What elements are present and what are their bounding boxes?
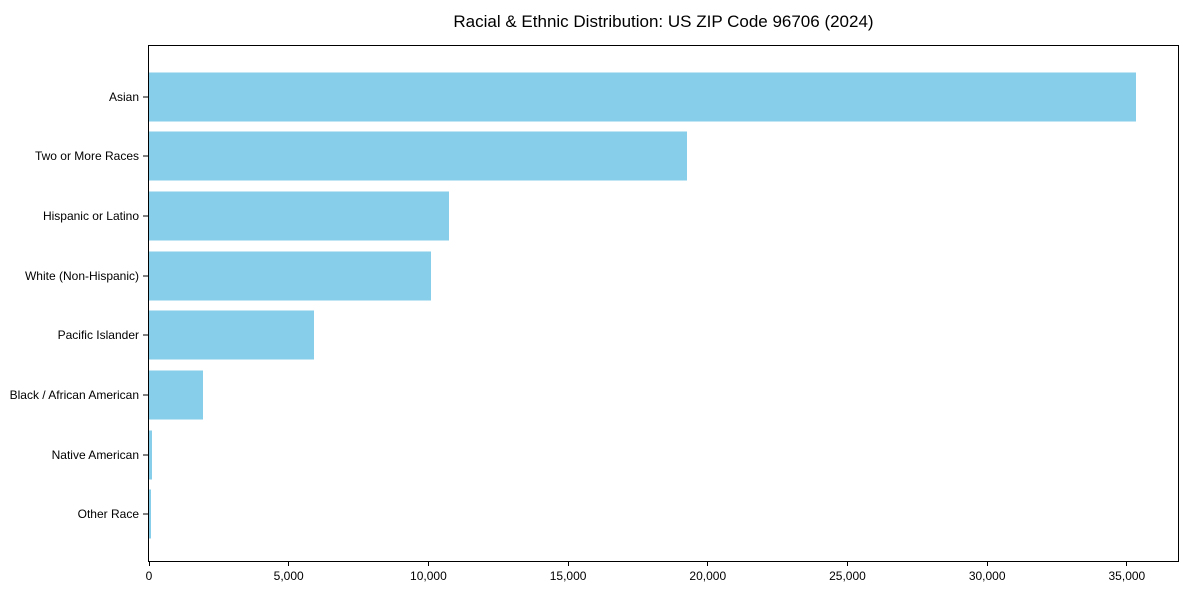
bar: [149, 310, 315, 360]
bar: [149, 251, 431, 301]
y-tick-mark: [143, 334, 148, 336]
x-tick-label: 15,000: [549, 569, 587, 583]
x-tick-mark: [567, 562, 569, 566]
x-tick-label: 5,000: [273, 569, 304, 583]
bar-row: Black / African American: [10, 365, 1178, 425]
x-tick-label: 25,000: [829, 569, 866, 583]
chart-title: Racial & Ethnic Distribution: US ZIP Cod…: [453, 12, 874, 31]
x-tick-mark: [986, 562, 988, 566]
bar-row: Other Race: [78, 484, 1178, 544]
bar: [149, 191, 450, 241]
y-axis-label: Pacific Islander: [57, 328, 139, 343]
bar: [149, 131, 687, 181]
y-axis-label: Two or More Races: [34, 149, 139, 164]
x-tick-mark: [427, 562, 429, 566]
y-axis-label: Other Race: [77, 507, 139, 522]
y-tick-mark: [143, 454, 148, 456]
x-tick-label: 35,000: [1108, 569, 1146, 583]
y-axis-label: Hispanic or Latino: [42, 209, 139, 224]
x-tick-label: 10,000: [410, 569, 447, 583]
bar-row: Pacific Islander: [58, 306, 1178, 366]
y-tick-mark: [143, 155, 148, 157]
y-tick-mark: [143, 394, 148, 396]
y-axis-label: Black / African American: [9, 387, 139, 402]
x-tick-label: 30,000: [968, 569, 1006, 583]
x-tick-mark: [288, 562, 290, 566]
x-tick-mark: [148, 562, 150, 566]
y-tick-mark: [143, 96, 148, 98]
x-tick-label: 20,000: [689, 569, 727, 583]
x-axis: 0 5,000 10,000 15,000 20,000 25,000 30,000 35,0…: [145, 562, 1178, 592]
bar: [149, 430, 153, 480]
x-tick-label: 0: [145, 569, 153, 583]
y-tick-mark: [143, 513, 148, 515]
y-tick-mark: [143, 275, 148, 277]
y-axis-label: Asian: [108, 89, 139, 104]
y-tick-mark: [143, 215, 148, 217]
bar: [149, 489, 152, 539]
plot-area: Asian Two or More Races Hispanic or Latino…: [10, 45, 1179, 562]
x-tick-mark: [846, 562, 848, 566]
bar-row: Hispanic or Latino: [43, 186, 1178, 246]
bar-row: White (Non-Hispanic): [25, 246, 1178, 306]
x-tick-mark: [1126, 562, 1128, 566]
bar-row: Asian: [109, 67, 1178, 127]
x-tick-mark: [707, 562, 709, 566]
bar: [149, 72, 1137, 122]
y-axis-label: Native American: [51, 447, 139, 462]
bar: [149, 370, 204, 420]
bar-row: Native American: [52, 425, 1178, 485]
bar-row: Two or More Races: [35, 127, 1178, 187]
y-axis-label: White (Non-Hispanic): [24, 268, 139, 283]
